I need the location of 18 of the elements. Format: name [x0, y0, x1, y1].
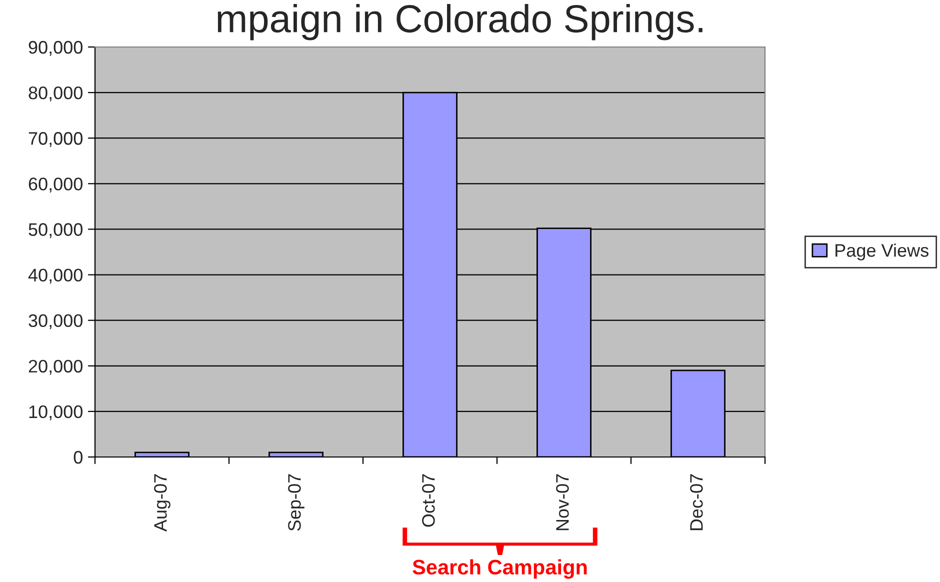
x-tick-label: Sep-07	[288, 474, 304, 531]
y-tick-label: 70,000	[28, 132, 82, 147]
text: Search Campaign	[412, 559, 587, 579]
legend-label: Page Views	[836, 244, 928, 260]
chart-title: mpaign in Colorado Springs.	[218, 4, 702, 40]
y-tick-label: 10,000	[29, 405, 82, 420]
x-tick-label: Dec-07	[690, 474, 703, 530]
y-tick-label: 30,000	[28, 314, 82, 330]
x-tick-label: Aug-07	[154, 474, 170, 532]
y-tick-label: 60,000	[28, 178, 82, 193]
y-tick-label: 0	[74, 450, 82, 464]
x-tick-label: Oct-07	[422, 474, 435, 527]
y-tick-label: 50,000	[28, 223, 82, 238]
x-tick-label: Nov-07	[556, 474, 569, 530]
y-tick-label: 80,000	[28, 86, 82, 102]
y-tick-label: 40,000	[28, 268, 82, 284]
y-tick-label: 20,000	[28, 360, 82, 375]
y-tick-label: 90,000	[28, 40, 82, 56]
